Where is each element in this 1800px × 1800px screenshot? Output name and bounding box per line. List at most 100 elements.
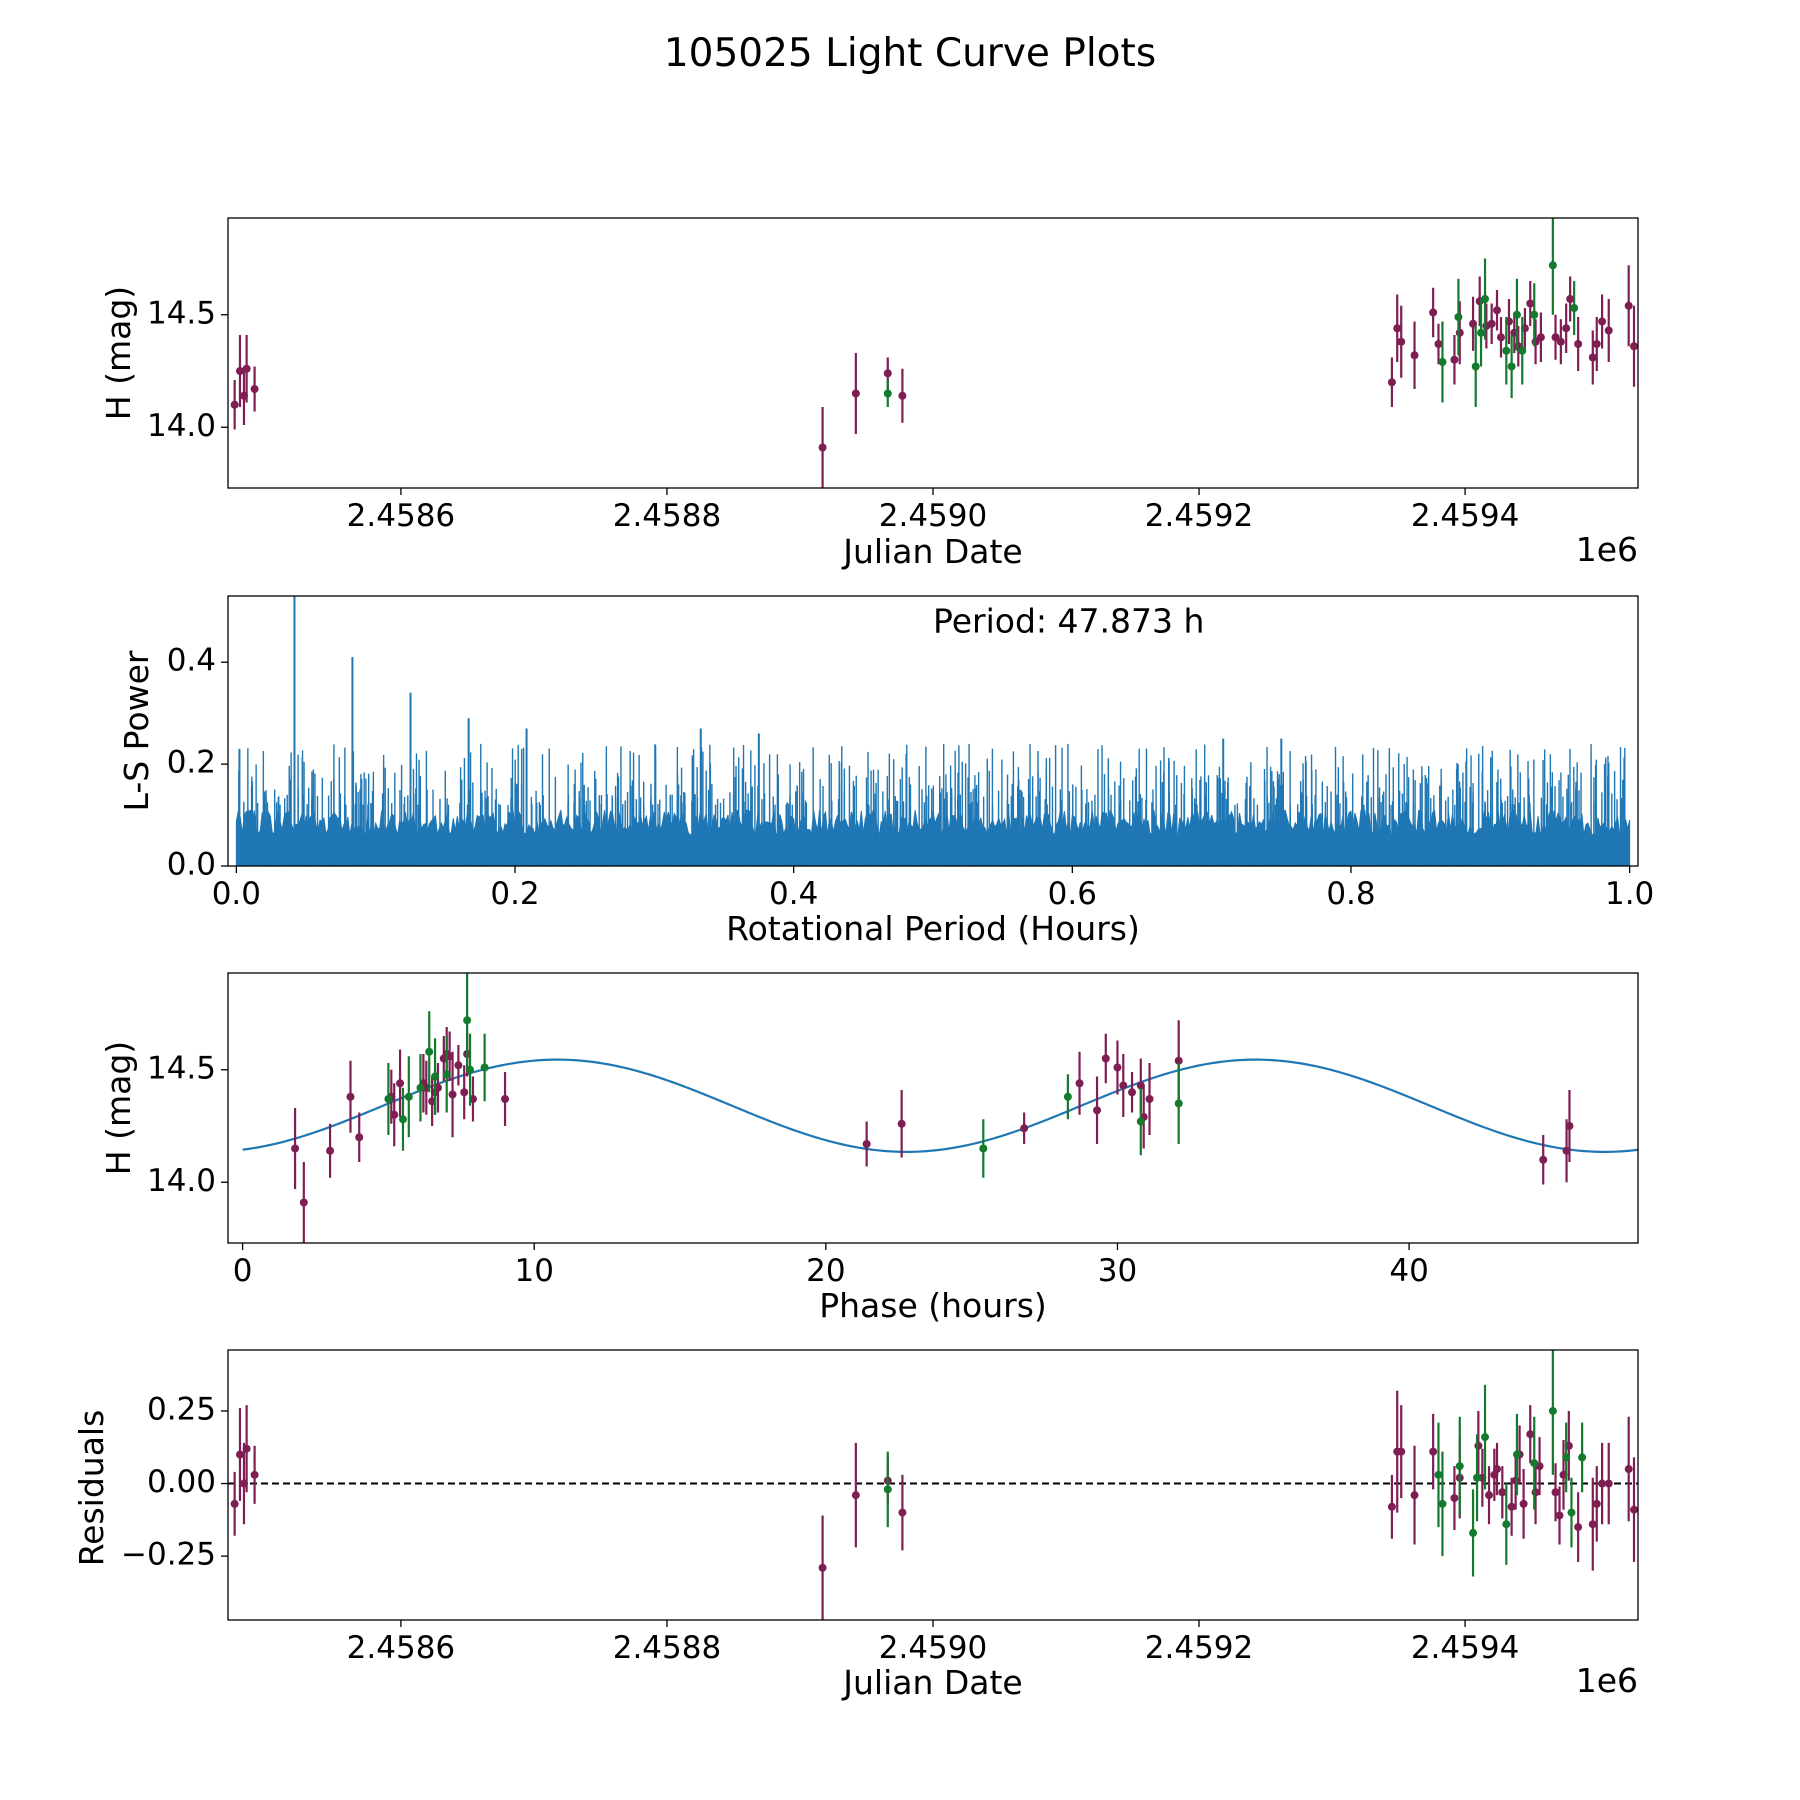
phase-fold-point — [346, 1092, 355, 1101]
residuals-ytick-label: −0.25 — [121, 1537, 216, 1573]
residuals-point — [1548, 1406, 1557, 1415]
phase-fold-ytick-label: 14.5 — [147, 1050, 216, 1086]
phase-fold-xtick-label: 20 — [806, 1253, 845, 1289]
residuals-xtick-label: 2.4592 — [1145, 1630, 1253, 1666]
residuals-point — [1387, 1502, 1396, 1511]
lightcurve-xtick-label: 2.4594 — [1411, 498, 1519, 534]
residuals-offset-label: 1e6 — [1576, 1661, 1638, 1700]
phase-fold-model-curve — [242, 1058, 1638, 1153]
lightcurve-point — [1588, 353, 1597, 362]
lightcurve-point — [1496, 333, 1505, 342]
phase-fold-point — [291, 1144, 300, 1153]
phase-fold-point — [442, 1070, 451, 1079]
lightcurve-point — [851, 389, 860, 398]
phase-fold-point — [501, 1095, 510, 1103]
phase-fold-point — [466, 1065, 475, 1074]
residuals-point — [1531, 1488, 1540, 1497]
periodogram-xtick-label: 0.2 — [490, 876, 539, 912]
phase-fold-ytick-label: 14.0 — [147, 1163, 216, 1199]
residuals-point — [818, 1563, 827, 1572]
lightcurve-point — [1598, 317, 1607, 326]
phase-fold-point — [1145, 1095, 1154, 1103]
lightcurve-point — [1530, 310, 1539, 319]
lightcurve-frame — [227, 217, 1639, 489]
lightcurve-panel: 2.4586 2.4588 2.4590 2.4592 2.4594 14.0 14.5 J… — [99, 217, 1639, 571]
residuals-point — [1474, 1441, 1483, 1450]
lightcurve-point — [1469, 319, 1478, 328]
periodogram-xtick-label: 0.8 — [1326, 876, 1375, 912]
periodogram-ytick-label: 0.4 — [167, 643, 216, 679]
lightcurve-point — [250, 385, 259, 393]
residuals-point — [1551, 1488, 1560, 1497]
lightcurve-point — [1562, 324, 1571, 333]
lightcurve-point — [1526, 299, 1535, 308]
lightcurve-point — [1548, 261, 1557, 270]
residuals-point — [1469, 1528, 1478, 1537]
phase-fold-xtick-label: 0 — [233, 1253, 253, 1289]
residuals-point — [1519, 1499, 1528, 1508]
residuals-point — [1511, 1476, 1520, 1485]
phase-fold-xlabel: Phase (hours) — [819, 1286, 1047, 1325]
lightcurve-point — [1624, 301, 1633, 310]
residuals-point — [1434, 1470, 1443, 1479]
residuals-point — [1530, 1459, 1539, 1468]
residuals-point — [1578, 1453, 1587, 1462]
lightcurve-point — [1397, 337, 1406, 346]
phase-fold-point — [979, 1144, 988, 1153]
phase-fold-xtick-label: 30 — [1098, 1253, 1137, 1289]
phase-fold-point — [326, 1146, 335, 1155]
lightcurve-point — [1574, 340, 1583, 348]
residuals-point — [1498, 1488, 1507, 1497]
lightcurve-point — [1454, 313, 1463, 321]
lightcurve-point — [1471, 362, 1480, 371]
residuals-point — [851, 1491, 860, 1500]
periodogram-ylabel: L-S Power — [117, 650, 156, 811]
residuals-point — [1481, 1433, 1490, 1442]
lightcurve-point — [1502, 346, 1511, 355]
residuals-point — [1507, 1502, 1516, 1511]
phase-fold-point — [463, 1016, 472, 1025]
residuals-point — [898, 1508, 907, 1517]
residuals-ytick-label: 0.25 — [147, 1391, 216, 1427]
periodogram-frame — [227, 595, 1639, 867]
phase-fold-xtick-label: 10 — [514, 1253, 553, 1289]
phase-fold-point — [1063, 1092, 1072, 1101]
lightcurve-point — [230, 400, 239, 409]
phase-fold-point — [1075, 1079, 1084, 1088]
phase-fold-point — [299, 1198, 308, 1207]
phase-fold-panel: 0 10 20 30 40 14.0 14.5 Phase (hours) H (mag) — [99, 972, 1639, 1325]
lightcurve-ytick-label: 14.5 — [147, 295, 216, 331]
period-annotation: Period: 47.873 h — [933, 602, 1204, 641]
lightcurve-point — [1536, 333, 1545, 342]
periodogram-ytick-label: 0.2 — [167, 745, 216, 781]
residuals-point — [250, 1470, 259, 1479]
residuals-point — [1555, 1511, 1564, 1520]
lightcurve-point — [1410, 351, 1419, 360]
lightcurve-ylabel: H (mag) — [99, 286, 138, 420]
residuals-xlabel: Julian Date — [841, 1663, 1023, 1702]
residuals-point — [230, 1499, 239, 1508]
figure-title: 105025 Light Curve Plots — [664, 31, 1156, 76]
phase-fold-point — [1174, 1056, 1183, 1065]
residuals-point — [1473, 1473, 1482, 1482]
lightcurve-xtick-label: 2.4586 — [347, 498, 455, 534]
residuals-point — [1502, 1520, 1511, 1529]
lightcurve-point — [1570, 304, 1579, 312]
residuals-point — [1592, 1499, 1601, 1508]
lightcurve-point — [1477, 328, 1486, 337]
lightcurve-point — [242, 364, 251, 373]
phase-fold-point — [404, 1092, 413, 1101]
lightcurve-point — [1604, 326, 1613, 335]
lightcurve-point — [1518, 346, 1527, 355]
residuals-point — [1450, 1494, 1459, 1503]
residuals-point — [1588, 1520, 1597, 1529]
phase-fold-point — [431, 1072, 440, 1081]
phase-fold-point — [1136, 1117, 1145, 1126]
lightcurve-point — [1493, 306, 1501, 315]
phase-fold-point — [355, 1133, 364, 1142]
lightcurve-point — [1429, 308, 1438, 317]
residuals-point — [1410, 1491, 1419, 1500]
lightcurve-point — [1450, 355, 1459, 364]
phase-fold-point — [425, 1047, 434, 1056]
